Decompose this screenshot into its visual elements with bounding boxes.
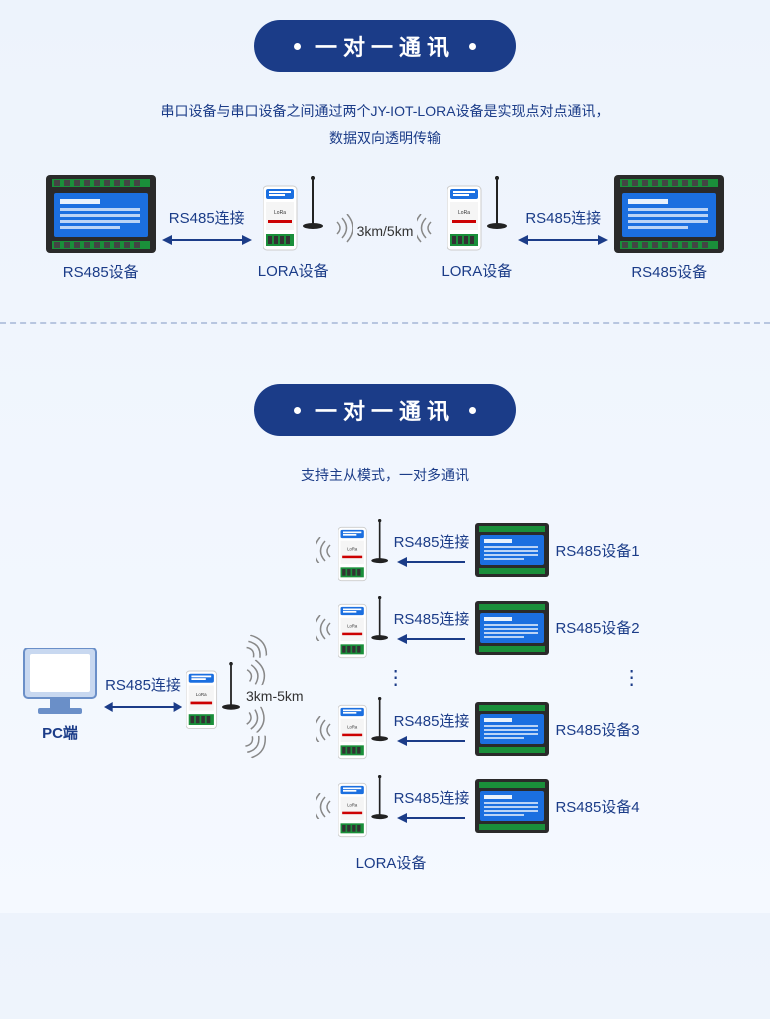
title-pill-1: 一对一通讯 bbox=[254, 20, 516, 72]
slave-row: RS485连接 RS485设备4 bbox=[316, 775, 672, 838]
lora-device-icon bbox=[447, 176, 507, 252]
biarrow-icon bbox=[104, 697, 182, 717]
title-2: 一对一通讯 bbox=[315, 394, 455, 426]
larrow-icon bbox=[397, 554, 467, 570]
node-rs485-left: RS485设备 bbox=[46, 175, 156, 282]
link-right: RS485连接 bbox=[518, 207, 608, 250]
wireless-link: 3km/5km bbox=[335, 214, 436, 244]
lora-device-icon bbox=[186, 662, 240, 730]
dot-icon bbox=[294, 43, 301, 50]
biarrow-icon bbox=[518, 230, 608, 250]
diagram-1toN: PC端 RS485连接 3km-5km bbox=[0, 519, 770, 873]
link-slave: RS485连接 bbox=[394, 710, 470, 749]
label-device-4: RS485设备4 bbox=[555, 796, 655, 817]
lora-device-icon bbox=[263, 176, 323, 252]
link-pc: RS485连接 bbox=[104, 674, 182, 717]
waves-icon bbox=[240, 631, 271, 664]
link-label: RS485连接 bbox=[394, 608, 470, 629]
label-lora-right: LORA设备 bbox=[441, 260, 512, 281]
title-1: 一对一通讯 bbox=[315, 30, 455, 62]
label-lora-slaves: LORA设备 bbox=[356, 852, 672, 873]
label-rs485-left: RS485设备 bbox=[63, 261, 139, 282]
link-label: RS485连接 bbox=[525, 207, 601, 228]
waves-icon bbox=[316, 615, 332, 641]
ellipsis-row: ⋮ ⋮ bbox=[316, 673, 672, 683]
rs485-device-icon bbox=[475, 523, 549, 577]
rs485-device-icon bbox=[475, 702, 549, 756]
slave-row: RS485连接 RS485设备1 bbox=[316, 519, 672, 582]
diagram-p2p: RS485设备 RS485连接 LORA设备 3km/5km LORA设备 RS… bbox=[0, 175, 770, 282]
waves-icon bbox=[316, 793, 332, 819]
link-label: RS485连接 bbox=[169, 207, 245, 228]
distance-label: 3km-5km bbox=[246, 688, 304, 704]
pc-icon bbox=[20, 648, 100, 714]
dot-icon bbox=[469, 43, 476, 50]
distance-label: 3km/5km bbox=[357, 223, 414, 239]
lora-device-icon bbox=[338, 596, 388, 659]
label-pc: PC端 bbox=[42, 722, 78, 743]
lora-device-icon bbox=[338, 519, 388, 582]
label-device-2: RS485设备2 bbox=[555, 617, 655, 638]
title-pill-2: 一对一通讯 bbox=[254, 384, 516, 436]
section-p2p: 一对一通讯 串口设备与串口设备之间通过两个JY-IOT-LORA设备是实现点对点… bbox=[0, 0, 770, 322]
link-label: RS485连接 bbox=[394, 531, 470, 552]
section-1toN: 一对一通讯 支持主从模式，一对多通讯 PC端 RS485连接 3km- bbox=[0, 324, 770, 913]
waves-icon bbox=[417, 214, 435, 244]
link-slave: RS485连接 bbox=[394, 608, 470, 647]
rs485-device-icon bbox=[46, 175, 156, 253]
slave-row: RS485连接 RS485设备2 bbox=[316, 596, 672, 659]
label-lora-left: LORA设备 bbox=[258, 260, 329, 281]
vdots-icon: ⋮ bbox=[386, 673, 406, 683]
fanout-waves: 3km-5km bbox=[246, 634, 304, 758]
link-label: RS485连接 bbox=[394, 710, 470, 731]
link-slave: RS485连接 bbox=[394, 531, 470, 570]
larrow-icon bbox=[397, 733, 467, 749]
node-pc: PC端 bbox=[20, 648, 100, 743]
node-lora-right: LORA设备 bbox=[441, 176, 512, 281]
desc-1: 串口设备与串口设备之间通过两个JY-IOT-LORA设备是实现点对点通讯， 数据… bbox=[0, 98, 770, 151]
label-device-3: RS485设备3 bbox=[555, 719, 655, 740]
lora-device-icon bbox=[338, 775, 388, 838]
label-device-1: RS485设备1 bbox=[555, 540, 655, 561]
waves-icon bbox=[240, 729, 271, 762]
link-left: RS485连接 bbox=[162, 207, 252, 250]
dot-icon bbox=[469, 407, 476, 414]
rs485-device-icon bbox=[475, 601, 549, 655]
right-column: RS485连接 RS485设备1 RS485连接 RS485设备2 bbox=[316, 519, 672, 873]
slave-row: RS485连接 RS485设备3 bbox=[316, 697, 672, 760]
rs485-device-icon bbox=[614, 175, 724, 253]
waves-icon bbox=[335, 214, 353, 244]
waves-icon bbox=[316, 537, 332, 563]
waves-icon bbox=[244, 658, 269, 688]
node-rs485-right: RS485设备 bbox=[614, 175, 724, 282]
label-rs485-right: RS485设备 bbox=[631, 261, 707, 282]
link-label: RS485连接 bbox=[105, 674, 181, 695]
desc-2: 支持主从模式，一对多通讯 bbox=[0, 462, 770, 489]
biarrow-icon bbox=[162, 230, 252, 250]
link-slave: RS485连接 bbox=[394, 787, 470, 826]
dot-icon bbox=[294, 407, 301, 414]
lora-device-icon bbox=[338, 697, 388, 760]
link-label: RS485连接 bbox=[394, 787, 470, 808]
node-lora-master bbox=[186, 662, 240, 730]
node-lora-left: LORA设备 bbox=[258, 176, 329, 281]
vdots-icon: ⋮ bbox=[622, 673, 642, 683]
waves-icon bbox=[316, 716, 332, 742]
larrow-icon bbox=[397, 631, 467, 647]
larrow-icon bbox=[397, 810, 467, 826]
rs485-device-icon bbox=[475, 779, 549, 833]
